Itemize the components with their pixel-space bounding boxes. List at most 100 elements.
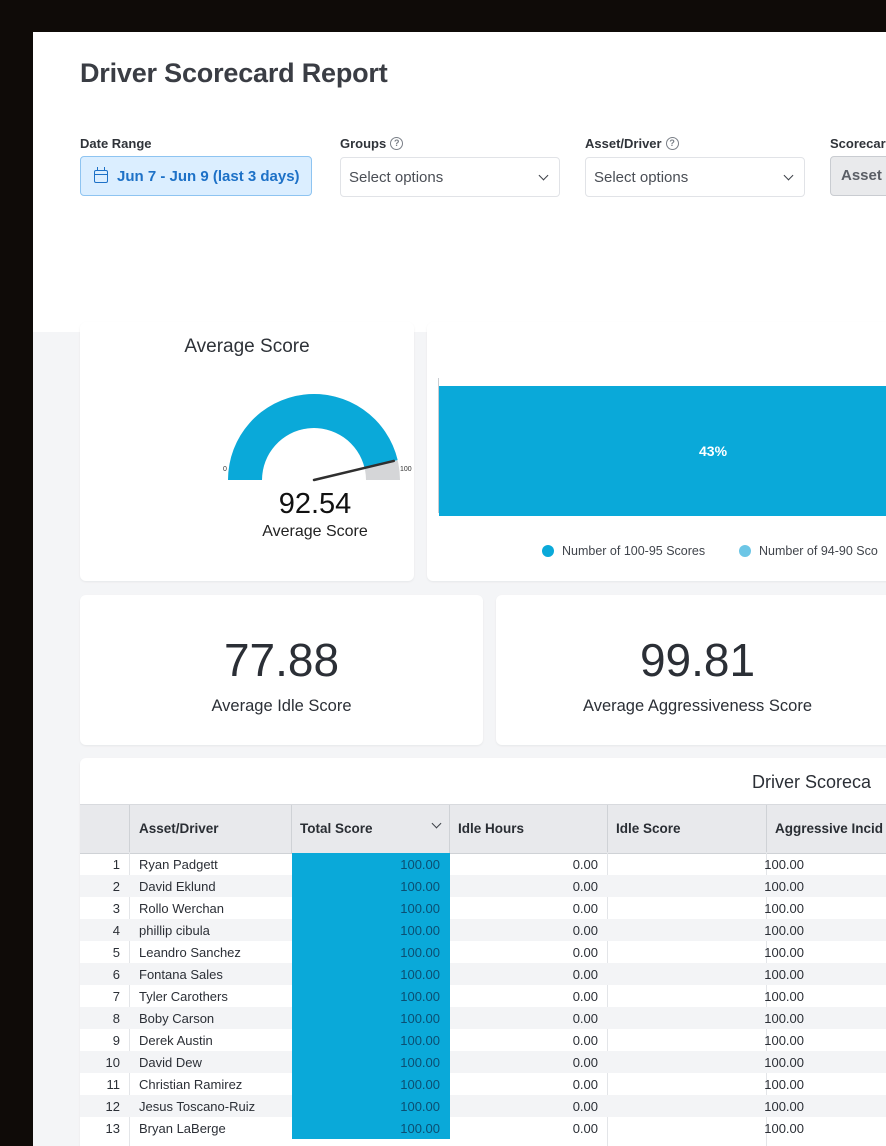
aggressiveness-score-value: 99.81 — [639, 634, 756, 686]
idle-hours-cell: 0.00 — [572, 923, 598, 938]
total-score-cell: 100.00 — [292, 963, 450, 985]
total-score-cell: 100.00 — [292, 897, 450, 919]
average-idle-score-card: 77.88 Average Idle Score — [80, 595, 483, 745]
driver-name: Christian Ramirez — [139, 1077, 243, 1092]
help-icon[interactable]: ? — [390, 137, 404, 150]
row-number: 7 — [112, 989, 120, 1004]
driver-name: Rollo Werchan — [139, 901, 225, 916]
column-header-asset-driver[interactable]: Asset/Driver — [139, 821, 219, 836]
total-score-value: 100.00 — [400, 989, 440, 1004]
total-score-value: 100.00 — [400, 945, 440, 960]
column-header-idle-score[interactable]: Idle Score — [616, 821, 681, 836]
driver-name: Ryan Padgett — [139, 857, 218, 872]
driver-name: phillip cibula — [139, 923, 210, 938]
table-row[interactable]: 13 Bryan LaBerge 100.00 0.00 100.00 — [80, 1117, 886, 1139]
bar-100-95-scores[interactable]: 43% — [439, 386, 886, 516]
calendar-icon — [94, 166, 108, 183]
column-separator — [766, 805, 767, 853]
asset-driver-placeholder: Select options — [594, 168, 689, 186]
chevron-down-icon — [783, 170, 794, 180]
table-row[interactable]: 5 Leandro Sanchez 100.00 0.00 100.00 — [80, 941, 886, 963]
total-score-cell: 100.00 — [292, 853, 450, 875]
table-row[interactable]: 4 phillip cibula 100.00 0.00 100.00 — [80, 919, 886, 941]
idle-hours-cell: 0.00 — [572, 989, 598, 1004]
total-score-value: 100.00 — [400, 1011, 440, 1026]
driver-name: David Dew — [139, 1055, 202, 1070]
idle-score-cell: 100.00 — [764, 945, 804, 960]
column-border — [129, 852, 130, 1146]
total-score-cell: 100.00 — [292, 1095, 450, 1117]
legend-item-100-95[interactable]: Number of 100-95 Scores — [542, 544, 705, 558]
table-row[interactable]: 7 Tyler Carothers 100.00 0.00 100.00 — [80, 985, 886, 1007]
idle-score-cell: 100.00 — [764, 857, 804, 872]
table-row[interactable]: 12 Jesus Toscano-Ruiz 100.00 0.00 100.00 — [80, 1095, 886, 1117]
row-number: 9 — [112, 1033, 120, 1048]
total-score-value: 100.00 — [400, 1121, 440, 1136]
column-header-aggressive-incidents[interactable]: Aggressive Incid — [775, 821, 884, 836]
idle-hours-cell: 0.00 — [572, 901, 598, 916]
date-range-button[interactable]: Jun 7 - Jun 9 (last 3 days) — [80, 156, 312, 196]
table-row[interactable]: 6 Fontana Sales 100.00 0.00 100.00 — [80, 963, 886, 985]
idle-hours-cell: 0.00 — [572, 945, 598, 960]
total-score-cell: 100.00 — [292, 1007, 450, 1029]
total-score-cell: 100.00 — [292, 1029, 450, 1051]
sort-chevron-icon[interactable] — [431, 818, 442, 829]
idle-hours-cell: 0.00 — [572, 967, 598, 982]
total-score-value: 100.00 — [400, 967, 440, 982]
average-score-value: 92.54 — [278, 488, 352, 520]
score-distribution-card: 43% Number of 100-95 Scores Number of 94… — [427, 322, 886, 581]
table-row[interactable]: 8 Boby Carson 100.00 0.00 100.00 — [80, 1007, 886, 1029]
driver-name: Derek Austin — [139, 1033, 213, 1048]
chart-axis — [438, 378, 439, 513]
column-header-total-score[interactable]: Total Score — [300, 821, 373, 836]
total-score-cell: 100.00 — [292, 875, 450, 897]
table-title: Driver Scoreca — [752, 772, 872, 792]
idle-hours-cell: 0.00 — [572, 1033, 598, 1048]
idle-hours-cell: 0.00 — [572, 857, 598, 872]
help-icon[interactable]: ? — [665, 137, 679, 150]
legend-item-94-90[interactable]: Number of 94-90 Sco — [739, 544, 878, 558]
total-score-value: 100.00 — [400, 1055, 440, 1070]
gauge-needle — [312, 459, 396, 482]
gauge-fill — [228, 393, 398, 480]
gauge-max-label: 100 — [400, 466, 412, 473]
idle-hours-cell: 0.00 — [572, 1121, 598, 1136]
table-row[interactable]: 9 Derek Austin 100.00 0.00 100.00 — [80, 1029, 886, 1051]
idle-score-cell: 100.00 — [764, 1077, 804, 1092]
table-header: Asset/Driver Total Score Idle Hours Idle… — [80, 804, 886, 854]
table-row[interactable]: 11 Christian Ramirez 100.00 0.00 100.00 — [80, 1073, 886, 1095]
scorecard-label: Scorecar — [830, 136, 886, 151]
row-number: 4 — [112, 923, 120, 938]
idle-hours-cell: 0.00 — [572, 1055, 598, 1070]
total-score-cell: 100.00 — [292, 919, 450, 941]
column-header-idle-hours[interactable]: Idle Hours — [458, 821, 525, 836]
idle-score-cell: 100.00 — [764, 1121, 804, 1136]
report-panel: Driver Scorecard Report Date Range Jun 7… — [33, 32, 886, 1146]
idle-score-value: 77.88 — [223, 634, 340, 686]
total-score-cell: 100.00 — [292, 1117, 450, 1139]
total-score-value: 100.00 — [400, 1077, 440, 1092]
driver-name: Fontana Sales — [139, 967, 223, 982]
driver-name: Boby Carson — [139, 1011, 215, 1026]
idle-hours-cell: 0.00 — [572, 879, 598, 894]
average-score-gauge — [228, 393, 400, 482]
table-row[interactable]: 1 Ryan Padgett 100.00 0.00 100.00 — [80, 853, 886, 875]
idle-score-cell: 100.00 — [764, 1011, 804, 1026]
gauge-min-label: 0 — [223, 466, 227, 473]
table-row[interactable]: 10 David Dew 100.00 0.00 100.00 — [80, 1051, 886, 1073]
driver-name: David Eklund — [139, 879, 216, 894]
idle-score-cell: 100.00 — [764, 879, 804, 894]
legend-dot — [542, 545, 554, 557]
groups-placeholder: Select options — [349, 168, 444, 186]
asset-driver-select[interactable]: Select options — [585, 157, 805, 197]
table-row[interactable]: 3 Rollo Werchan 100.00 0.00 100.00 — [80, 897, 886, 919]
total-score-cell: 100.00 — [292, 1051, 450, 1073]
legend-dot — [739, 545, 751, 557]
chevron-down-icon — [538, 170, 549, 180]
groups-select[interactable]: Select options — [340, 157, 560, 197]
table-row[interactable]: 2 David Eklund 100.00 0.00 100.00 — [80, 875, 886, 897]
total-score-value: 100.00 — [400, 857, 440, 872]
average-score-title: Average Score — [184, 336, 310, 357]
bar-data-label: 43% — [699, 443, 728, 459]
scorecard-type-button[interactable]: Asset — [830, 156, 886, 196]
